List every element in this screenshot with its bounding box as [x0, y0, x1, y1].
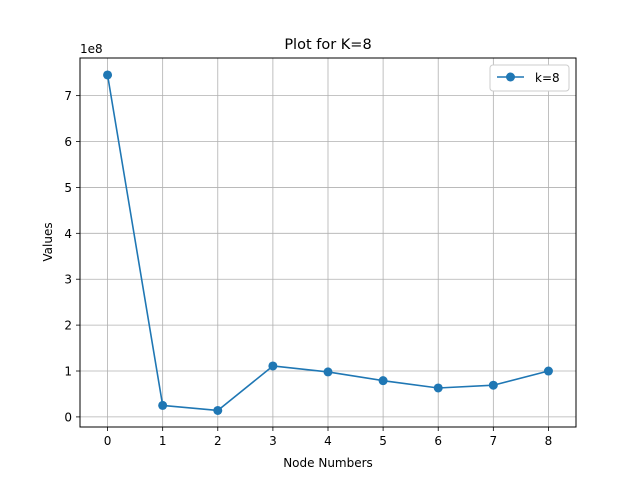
data-point [158, 400, 168, 410]
x-tick-label: 8 [545, 434, 553, 448]
x-tick-label: 3 [269, 434, 277, 448]
data-point [103, 70, 113, 80]
data-point [378, 376, 388, 386]
y-tick-label: 6 [64, 135, 72, 149]
data-point [543, 366, 553, 376]
x-tick-label: 2 [214, 434, 222, 448]
data-point [213, 405, 223, 415]
data-point [268, 361, 278, 371]
x-axis-label: Node Numbers [283, 456, 373, 470]
data-point [488, 380, 498, 390]
legend-box [489, 64, 570, 92]
x-tick-label: 0 [104, 434, 112, 448]
y-tick-label: 0 [64, 410, 72, 424]
legend: k=8 [489, 64, 570, 92]
x-tick-label: 4 [324, 434, 332, 448]
data-point [433, 383, 443, 393]
y-axis-offset-label: 1e8 [80, 42, 103, 56]
y-tick-label: 7 [64, 89, 72, 103]
x-axis: 0 1 2 3 4 5 6 7 8 [104, 427, 553, 448]
y-tick-label: 2 [64, 319, 72, 333]
legend-marker [506, 72, 515, 82]
y-tick-label: 5 [64, 181, 72, 195]
x-tick-label: 5 [379, 434, 387, 448]
y-tick-label: 4 [64, 227, 72, 241]
y-axis-label: Values [41, 222, 55, 261]
x-tick-label: 7 [490, 434, 498, 448]
y-tick-label: 3 [64, 273, 72, 287]
data-point [323, 367, 333, 377]
x-tick-label: 1 [159, 434, 167, 448]
x-tick-label: 6 [434, 434, 442, 448]
y-axis: 0 1 2 3 4 5 6 7 [64, 89, 80, 424]
y-tick-label: 1 [64, 365, 72, 379]
legend-label: k=8 [535, 71, 560, 85]
series-layer [103, 70, 553, 415]
chart-title: Plot for K=8 [284, 37, 371, 53]
